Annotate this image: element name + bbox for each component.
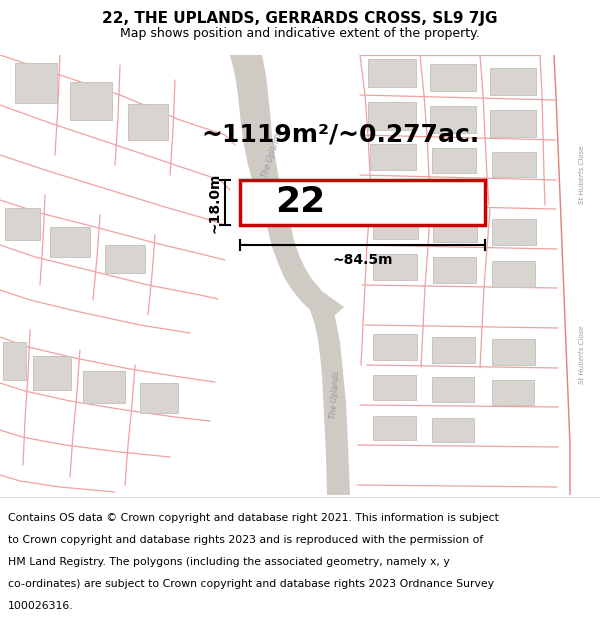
Bar: [33, 356, 71, 390]
Polygon shape: [310, 297, 350, 495]
Bar: [373, 375, 416, 400]
Bar: [373, 416, 416, 440]
Text: St Huberts Close: St Huberts Close: [579, 146, 585, 204]
Bar: [492, 152, 536, 177]
Bar: [432, 377, 474, 402]
Bar: [492, 339, 535, 365]
Bar: [433, 257, 476, 283]
Bar: [430, 64, 476, 91]
Text: The Uplands: The Uplands: [260, 131, 284, 179]
Bar: [70, 82, 112, 120]
Bar: [15, 63, 57, 103]
Bar: [490, 110, 536, 137]
Text: ~1119m²/~0.277ac.: ~1119m²/~0.277ac.: [202, 123, 480, 147]
Bar: [490, 68, 536, 95]
Bar: [240, 180, 485, 225]
Text: Contains OS data © Crown copyright and database right 2021. This information is : Contains OS data © Crown copyright and d…: [8, 513, 499, 523]
Text: Map shows position and indicative extent of the property.: Map shows position and indicative extent…: [120, 27, 480, 39]
Bar: [432, 337, 475, 363]
Bar: [3, 342, 26, 380]
Text: co-ordinates) are subject to Crown copyright and database rights 2023 Ordnance S: co-ordinates) are subject to Crown copyr…: [8, 579, 494, 589]
Bar: [368, 102, 416, 130]
Bar: [5, 208, 40, 240]
Bar: [492, 261, 535, 287]
Text: 100026316.: 100026316.: [8, 601, 74, 611]
Text: The Uplands: The Uplands: [329, 371, 341, 419]
Bar: [368, 59, 416, 87]
Bar: [432, 148, 476, 173]
Text: HM Land Registry. The polygons (including the associated geometry, namely x, y: HM Land Registry. The polygons (includin…: [8, 557, 450, 567]
Bar: [373, 213, 418, 239]
Text: 22, THE UPLANDS, GERRARDS CROSS, SL9 7JG: 22, THE UPLANDS, GERRARDS CROSS, SL9 7JG: [102, 11, 498, 26]
Text: St Huberts Close: St Huberts Close: [579, 326, 585, 384]
Bar: [128, 104, 168, 140]
Bar: [433, 216, 477, 242]
Text: to Crown copyright and database rights 2023 and is reproduced with the permissio: to Crown copyright and database rights 2…: [8, 535, 483, 545]
Text: ~84.5m: ~84.5m: [332, 253, 393, 267]
Bar: [430, 106, 476, 133]
Bar: [370, 144, 416, 170]
Bar: [373, 334, 417, 360]
Bar: [492, 380, 534, 405]
Bar: [492, 219, 536, 245]
Text: ~18.0m: ~18.0m: [208, 173, 222, 232]
Bar: [83, 371, 125, 403]
Polygon shape: [230, 55, 344, 323]
Bar: [105, 245, 145, 273]
Bar: [50, 227, 90, 257]
Bar: [432, 418, 474, 442]
Text: 22: 22: [275, 186, 325, 219]
Bar: [140, 383, 178, 413]
Bar: [373, 254, 417, 280]
